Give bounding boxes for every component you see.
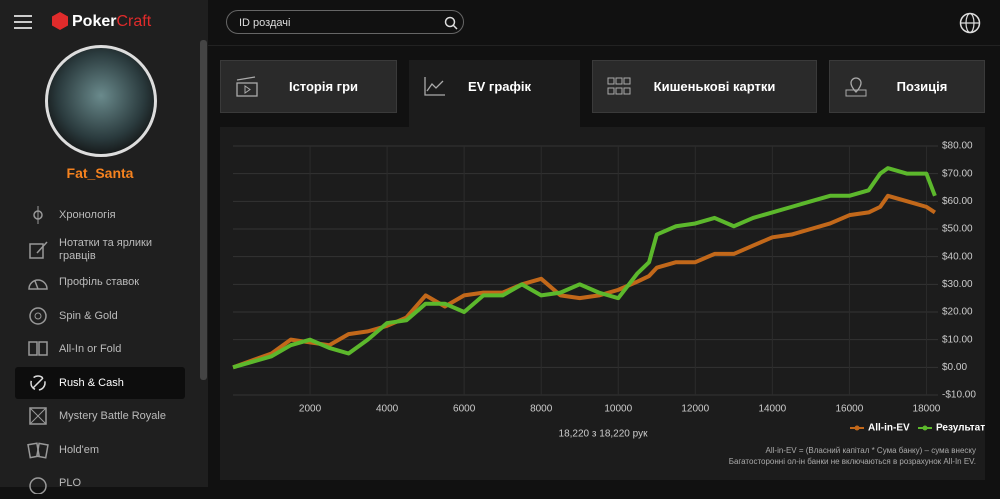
x-tick-label: 10000 bbox=[604, 404, 632, 415]
series-line bbox=[232, 166, 937, 370]
x-tick-label: 14000 bbox=[758, 404, 786, 415]
nav-label: Нотатки та ярлики гравців bbox=[59, 237, 152, 262]
logo: PokerCraft bbox=[72, 13, 151, 31]
legend-label: All-in-EV bbox=[868, 423, 910, 434]
tab[interactable]: EV графік bbox=[409, 60, 580, 127]
tab-label: Історія гри bbox=[288, 79, 359, 94]
footnote: Багатосторонні ол-ін банки не включаютьс… bbox=[729, 457, 976, 466]
scrollbar[interactable] bbox=[200, 40, 207, 380]
tab-label: Позиція bbox=[896, 79, 948, 94]
chart-panel: $80.00 $70.00 $60.00 $50.00 $40.00 $30.00 $20.… bbox=[220, 127, 985, 480]
legend-marker bbox=[854, 425, 860, 431]
profile-name: Fat_Santa bbox=[66, 165, 134, 181]
tab[interactable]: Кишенькові картки bbox=[592, 60, 817, 113]
y-tick-label: $70.00 bbox=[942, 168, 973, 179]
sidebar: PokerCraft Fat_Santa Хронологія Нотатки … bbox=[0, 0, 208, 494]
top-bar: ID роздачі bbox=[208, 0, 1000, 46]
y-tick-label: $0.00 bbox=[942, 362, 967, 373]
nav-icon bbox=[29, 307, 47, 325]
nav-label: PLO bbox=[59, 476, 82, 489]
tab-icon bbox=[424, 77, 445, 96]
menu-icon[interactable] bbox=[14, 14, 32, 30]
logo-left: Poker bbox=[72, 13, 117, 30]
x-tick-label: 12000 bbox=[681, 404, 709, 415]
nav-item[interactable]: Профіль ставок bbox=[15, 266, 185, 298]
nav-item[interactable]: PLO bbox=[15, 467, 185, 499]
tab-label: Кишенькові картки bbox=[653, 79, 776, 94]
search-placeholder: ID роздачі bbox=[239, 17, 291, 29]
footnote: All-in-EV = (Власний капітал * Сума банк… bbox=[766, 446, 976, 455]
nav-item[interactable]: Нотатки та ярлики гравців bbox=[15, 232, 185, 268]
nav-item[interactable]: Spin & Gold bbox=[15, 300, 185, 332]
legend-label: Результат bbox=[936, 423, 985, 434]
x-tick-label: 18000 bbox=[913, 404, 941, 415]
globe-icon[interactable] bbox=[959, 12, 981, 34]
tab[interactable]: Історія гри bbox=[220, 60, 397, 113]
nav-label: Профіль ставок bbox=[59, 275, 140, 288]
x-tick-label: 8000 bbox=[530, 404, 553, 415]
nav-icon bbox=[33, 206, 43, 224]
nav-icon bbox=[29, 241, 48, 259]
y-tick-label: $60.00 bbox=[942, 196, 973, 207]
nav-icon bbox=[29, 477, 47, 494]
tab-label: EV графік bbox=[467, 79, 532, 94]
nav-item[interactable]: Rush & Cash bbox=[15, 367, 185, 399]
hands-count: 18,220 з 18,220 рук bbox=[559, 429, 649, 440]
nav-icon bbox=[28, 341, 48, 356]
y-tick-label: $10.00 bbox=[942, 334, 973, 345]
y-tick-label: $50.00 bbox=[942, 224, 973, 235]
tab-icon bbox=[236, 76, 258, 97]
legend-marker bbox=[922, 425, 928, 431]
nav-item[interactable]: Mystery Battle Royale bbox=[15, 400, 185, 432]
nav-label: Hold'em bbox=[59, 443, 100, 456]
nav-label: Хронологія bbox=[59, 208, 116, 221]
logo-right: Craft bbox=[116, 13, 152, 30]
nav-icon bbox=[28, 279, 48, 290]
nav-label: All-In or Fold bbox=[59, 342, 122, 355]
logo-icon bbox=[52, 12, 68, 30]
y-tick-label: -$10.00 bbox=[942, 390, 976, 401]
nav-icon bbox=[30, 375, 46, 391]
x-tick-label: 4000 bbox=[376, 404, 399, 415]
nav-label: Mystery Battle Royale bbox=[59, 409, 166, 422]
nav-label: Spin & Gold bbox=[59, 309, 118, 322]
y-tick-label: $20.00 bbox=[942, 307, 973, 318]
x-tick-label: 16000 bbox=[835, 404, 863, 415]
search-box[interactable]: ID роздачі bbox=[226, 10, 464, 34]
y-tick-label: $40.00 bbox=[942, 251, 973, 262]
nav-item[interactable]: Хронологія bbox=[15, 199, 185, 231]
nav-label: Rush & Cash bbox=[59, 376, 124, 389]
search-icon[interactable] bbox=[444, 16, 458, 30]
nav-icon bbox=[29, 407, 47, 425]
tab-icon bbox=[845, 77, 867, 97]
x-tick-label: 6000 bbox=[453, 404, 476, 415]
x-tick-label: 2000 bbox=[299, 404, 322, 415]
nav-item[interactable]: Hold'em bbox=[15, 434, 185, 466]
tab-icon bbox=[607, 77, 631, 95]
avatar[interactable] bbox=[45, 45, 157, 157]
y-tick-label: $30.00 bbox=[942, 279, 973, 290]
y-tick-label: $80.00 bbox=[942, 141, 973, 152]
tab[interactable]: Позиція bbox=[829, 60, 985, 113]
series-line bbox=[232, 193, 937, 370]
chart: $80.00 $70.00 $60.00 $50.00 $40.00 $30.00 $20.… bbox=[232, 141, 985, 466]
nav-icon bbox=[27, 442, 49, 459]
nav-item[interactable]: All-In or Fold bbox=[15, 333, 185, 365]
